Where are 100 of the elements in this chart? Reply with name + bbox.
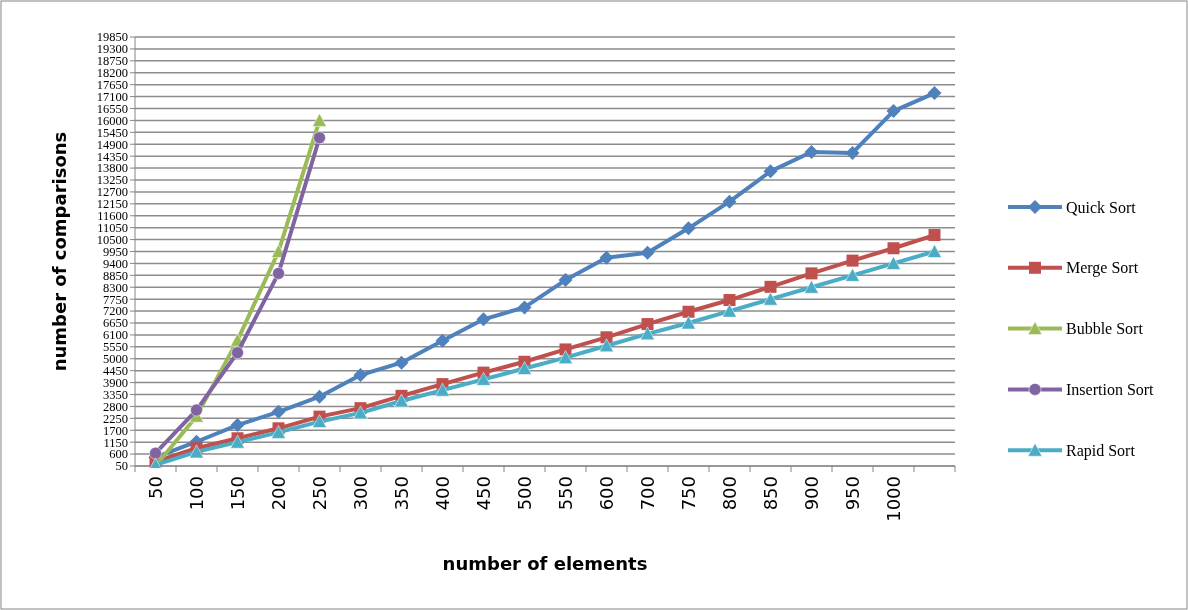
x-tick-label: 550: [554, 476, 576, 511]
y-tick-label: 600: [109, 447, 128, 462]
point: [804, 145, 819, 160]
legend-label: Rapid Sort: [1066, 441, 1136, 460]
x-tick-label: 350: [390, 476, 412, 511]
point: [640, 245, 655, 260]
y-tick-label: 5000: [103, 352, 128, 367]
point: [312, 389, 327, 404]
point: [846, 254, 859, 267]
point: [190, 403, 203, 417]
legend-label: Bubble Sort: [1066, 320, 1144, 338]
point: [599, 250, 614, 265]
x-tick-label: 600: [595, 476, 617, 511]
point: [312, 414, 327, 428]
y-tick-label: 12150: [96, 197, 128, 212]
y-tick-label: 8850: [103, 268, 128, 283]
y-tick-label: 18200: [96, 66, 128, 81]
y-tick-label: 6650: [103, 316, 128, 331]
point: [845, 145, 860, 160]
point: [640, 326, 655, 341]
point: [927, 86, 942, 101]
point: [558, 273, 573, 288]
y-tick-label: 2250: [103, 411, 128, 426]
x-tick-label: 800: [718, 476, 740, 511]
point: [763, 291, 778, 306]
point: [189, 444, 204, 459]
point: [927, 244, 942, 258]
x-tick-label: 850: [759, 476, 781, 511]
point: [558, 350, 573, 364]
point: [804, 280, 819, 294]
point: [928, 229, 941, 242]
point: [149, 446, 162, 460]
y-tick-label: 19300: [96, 42, 128, 57]
point: [476, 372, 491, 386]
y-tick-label: 9400: [103, 256, 128, 271]
point: [805, 267, 818, 280]
y-tick-label: 6100: [103, 328, 128, 343]
y-tick-label: 1700: [103, 423, 128, 438]
x-tick-label: 950: [841, 476, 863, 511]
y-tick-label: 14350: [96, 149, 128, 164]
point: [599, 338, 614, 352]
point: [681, 221, 696, 236]
point: [394, 393, 409, 408]
y-tick-label: 13800: [96, 161, 128, 176]
point: [435, 382, 450, 397]
point: [517, 300, 532, 315]
y-axis-title: number of comparisons: [49, 131, 70, 372]
x-tick-label: 300: [349, 476, 371, 511]
x-tick-label: 150: [226, 476, 248, 511]
point: [682, 305, 695, 318]
y-tick-label: 5550: [103, 340, 128, 355]
y-tick-label: 18750: [96, 54, 128, 69]
point: [271, 425, 286, 439]
y-tick-label: 12700: [96, 185, 128, 200]
point: [271, 404, 286, 419]
y-tick-label: 2800: [103, 399, 128, 414]
x-tick-label: 750: [677, 476, 699, 511]
y-tick-label: 16550: [96, 101, 128, 116]
y-tick-label: 11600: [97, 209, 128, 224]
point: [476, 312, 491, 327]
y-tick-label: 7750: [103, 292, 128, 307]
point: [681, 315, 696, 330]
y-tick-label: 7200: [103, 304, 128, 319]
y-tick-label: 3350: [103, 387, 128, 402]
point: [231, 346, 244, 359]
y-tick-label: 13250: [96, 173, 128, 188]
x-tick-label: 100: [185, 476, 207, 511]
x-axis-title: number of elements: [442, 553, 648, 574]
point: [845, 268, 860, 282]
point: [353, 405, 368, 420]
point: [722, 303, 737, 318]
point: [394, 355, 409, 370]
point: [887, 242, 900, 255]
x-tick-label: 200: [267, 476, 289, 511]
point: [312, 113, 327, 127]
point: [722, 194, 737, 209]
y-tick-label: 9950: [103, 244, 128, 259]
x-tick-label: 450: [472, 476, 494, 511]
y-tick-label: 14900: [96, 137, 128, 152]
x-tick-label: 1000: [882, 476, 904, 522]
y-tick-label: 19850: [96, 30, 128, 45]
point: [886, 104, 901, 119]
point: [517, 361, 532, 375]
legend-label: Quick Sort: [1066, 198, 1137, 216]
point: [313, 131, 326, 144]
point: [763, 164, 778, 179]
legend-label: Merge Sort: [1066, 259, 1139, 278]
point: [435, 333, 450, 348]
x-tick-label: 900: [800, 476, 822, 511]
y-tick-label: 50: [115, 459, 128, 474]
y-tick-label: 16000: [96, 113, 128, 128]
y-tick-label: 15450: [96, 125, 128, 140]
y-tick-label: 8300: [103, 280, 128, 295]
x-tick-label: 400: [431, 476, 453, 511]
point: [353, 368, 368, 382]
x-tick-label: 250: [308, 476, 330, 511]
point: [230, 418, 245, 433]
y-tick-label: 1150: [103, 435, 128, 450]
legend-label: Insertion Sort: [1066, 381, 1155, 398]
point: [723, 294, 736, 307]
